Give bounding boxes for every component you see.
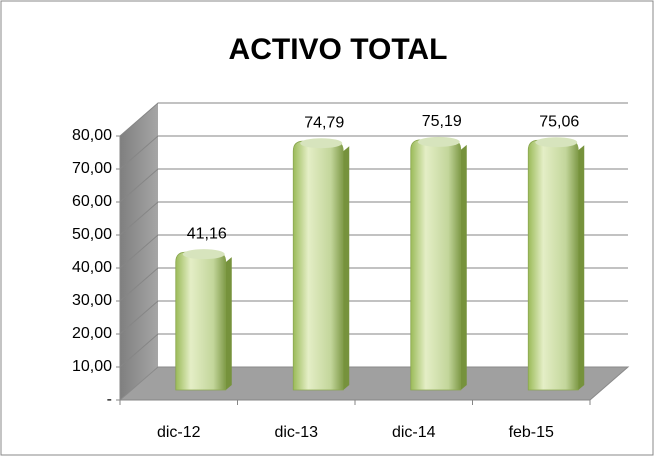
grid-line — [119, 267, 628, 302]
bar-side — [460, 144, 467, 390]
y-tick-label: 80,00 — [72, 127, 112, 144]
grid-line — [119, 201, 628, 236]
bar-cap — [300, 138, 343, 149]
y-tick-label: 70,00 — [72, 160, 112, 177]
grid-line — [119, 333, 628, 368]
bar-cap — [535, 137, 578, 148]
y-tick-label: 20,00 — [72, 325, 112, 342]
bar — [410, 136, 467, 391]
grid-line — [119, 300, 628, 335]
grid-line — [119, 135, 628, 170]
data-label: 41,16 — [187, 225, 227, 242]
bar — [527, 137, 585, 391]
bar-cap — [417, 136, 460, 147]
bar-body — [292, 140, 344, 391]
grid-line — [119, 168, 628, 203]
bar — [175, 249, 232, 391]
x-tick-label: dic-13 — [274, 424, 318, 441]
data-label: 75,19 — [422, 113, 462, 130]
bar-side — [225, 257, 232, 390]
bar-side — [578, 145, 585, 390]
chart-title: ACTIVO TOTAL — [229, 33, 448, 66]
x-tick-label: feb-15 — [509, 424, 554, 441]
y-tick-label: 50,00 — [72, 226, 112, 243]
grid-line — [119, 102, 628, 137]
data-label: 75,06 — [539, 114, 579, 131]
bar-body — [410, 139, 462, 391]
bar-cap — [182, 249, 225, 260]
x-tick-label: dic-14 — [392, 424, 436, 441]
bar-body — [175, 251, 227, 391]
grid-line — [119, 234, 628, 269]
x-tick-label: dic-12 — [157, 424, 201, 441]
data-label: 74,79 — [304, 114, 344, 131]
bar-side — [343, 146, 350, 390]
bar — [292, 138, 350, 391]
bar-body — [527, 139, 579, 391]
y-tick-label: 30,00 — [72, 292, 112, 309]
y-tick-label: 60,00 — [72, 193, 112, 210]
y-tick-label: 40,00 — [72, 259, 112, 276]
y-tick-label: - — [107, 391, 112, 408]
y-tick-label: 10,00 — [72, 358, 112, 375]
